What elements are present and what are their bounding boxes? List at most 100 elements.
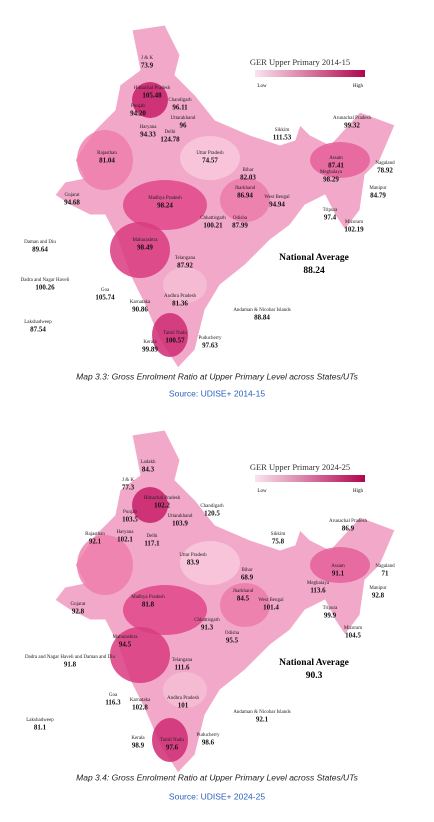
region-value: 91.1	[332, 570, 345, 578]
region-value: 100.57	[165, 337, 185, 345]
region-value: 117.1	[144, 540, 160, 548]
region-name: Karnataka	[130, 300, 151, 305]
region-name: Punjab	[123, 510, 137, 515]
region-name: Rajasthan	[85, 532, 105, 537]
region-name: Bihar	[241, 568, 252, 573]
region-name: Andaman & Nicobar Islands	[233, 710, 290, 715]
region-value: 99.89	[142, 346, 158, 354]
legend-low: Low	[257, 489, 267, 494]
region-value: 101	[178, 702, 189, 710]
national-average-label: National Average	[279, 253, 349, 263]
region-value: 100.21	[203, 222, 223, 230]
region-value: 103.5	[122, 516, 138, 524]
region-value: 68.9	[241, 574, 254, 582]
region-name: Telangana	[175, 256, 196, 261]
region-name: Kerala	[131, 736, 145, 741]
region-value: 94.68	[64, 199, 80, 207]
region-value: 74.57	[202, 157, 218, 165]
region-name: Madhya Pradesh	[131, 595, 165, 600]
region-value: 102.19	[344, 226, 364, 234]
region-name: Delhi	[146, 534, 158, 539]
region-name: Goa	[109, 693, 118, 698]
region-name: Meghalaya	[320, 170, 343, 175]
region-name: Tamil Nadu	[160, 738, 184, 743]
region-name: Himachal Pradesh	[134, 86, 171, 91]
region-name: Assam	[331, 564, 345, 569]
region-value: 98.9	[132, 742, 145, 750]
legend-low: Low	[257, 84, 267, 89]
region-value: 91.3	[201, 624, 214, 632]
region-value: 94.33	[140, 131, 156, 139]
region-value: 102.8	[132, 704, 148, 712]
region-name: Sikkim	[271, 532, 286, 537]
region-name: Uttar Pradesh	[179, 553, 207, 558]
region-value: 101.4	[263, 604, 279, 612]
region-value: 96	[180, 122, 188, 130]
region-value: 84.5	[237, 595, 250, 603]
region-name: J & K	[122, 478, 134, 483]
region-value: 92.1	[256, 716, 269, 724]
region-name: Chhattisgarh	[200, 216, 226, 221]
caption: Map 3.3: Gross Enrolment Ratio at Upper …	[76, 371, 358, 381]
region-name: Manipur	[369, 186, 387, 191]
region-value: 98.29	[323, 176, 339, 184]
source: Source: UDISE+ 2014-15	[169, 388, 265, 398]
region-value: 102.2	[154, 502, 170, 510]
region-name: Lakshadweep	[26, 718, 54, 723]
region-value: 75.8	[272, 538, 285, 546]
region-value: 98.6	[202, 739, 215, 747]
region-value: 94.20	[130, 110, 146, 118]
region-value: 77.3	[122, 484, 135, 492]
legend-bar	[255, 70, 365, 77]
region-name: Odisha	[233, 216, 248, 221]
region-value: 83.9	[187, 559, 200, 567]
region-name: Maharashtra	[113, 635, 139, 640]
region-value: 104.5	[345, 632, 361, 640]
region-name: Chandigarh	[200, 504, 224, 509]
region-name: Chhattisgarh	[194, 618, 220, 623]
region-name: Uttar Pradesh	[196, 151, 224, 156]
region-value: 89.64	[32, 246, 48, 254]
region-value: 87.41	[328, 162, 344, 170]
region-name: Dadra and Nagar Haveli	[21, 278, 70, 283]
legend-title: GER Upper Primary 2014-15	[250, 57, 350, 67]
region-name: Mizoram	[345, 220, 363, 225]
region-name: Maharashtra	[133, 238, 159, 243]
region-name: Ladakh	[141, 460, 156, 465]
region-name: Rajasthan	[97, 151, 117, 156]
region-name: Dadra and Nagar Haveli and Daman and Diu	[25, 655, 116, 660]
region-name: Manipur	[369, 586, 387, 591]
region-name: Mizoram	[344, 626, 362, 631]
region-value: 97.63	[202, 342, 218, 350]
region-value: 105.48	[142, 92, 162, 100]
region-value: 111.53	[273, 134, 292, 142]
region-value: 78.92	[377, 167, 393, 175]
region-name: Goa	[101, 288, 110, 293]
region-name: Chandigarh	[168, 98, 192, 103]
region-name: Himachal Pradesh	[144, 496, 181, 501]
region-value: 90.86	[132, 306, 148, 314]
region-value: 105.74	[95, 294, 115, 302]
region-name: Gujarat	[71, 602, 87, 607]
region-value: 86.9	[342, 525, 355, 533]
region-name: Andhra Pradesh	[164, 294, 197, 299]
region-value: 87.54	[30, 326, 46, 334]
region-value: 84.3	[142, 466, 155, 474]
region-value: 88.84	[254, 314, 270, 322]
region-value: 120.5	[204, 510, 220, 518]
national-average-value: 88.24	[303, 266, 325, 276]
region-name: Tripura	[323, 606, 339, 611]
caption: Map 3.4: Gross Enrolment Ratio at Upper …	[76, 772, 358, 782]
region-name: Kerala	[143, 340, 157, 345]
region-name: Haryana	[140, 125, 158, 130]
region-name: Uttarakhand	[171, 116, 196, 121]
national-average-label: National Average	[279, 658, 349, 668]
region-value: 91.8	[64, 661, 77, 669]
region-name: West Bengal	[264, 195, 290, 200]
region-name: Telangana	[172, 658, 193, 663]
source: Source: UDISE+ 2024-25	[169, 791, 265, 801]
legend-high: High	[353, 84, 364, 89]
region-name: Puducherry	[196, 733, 220, 738]
region-name: Andhra Pradesh	[167, 696, 200, 701]
